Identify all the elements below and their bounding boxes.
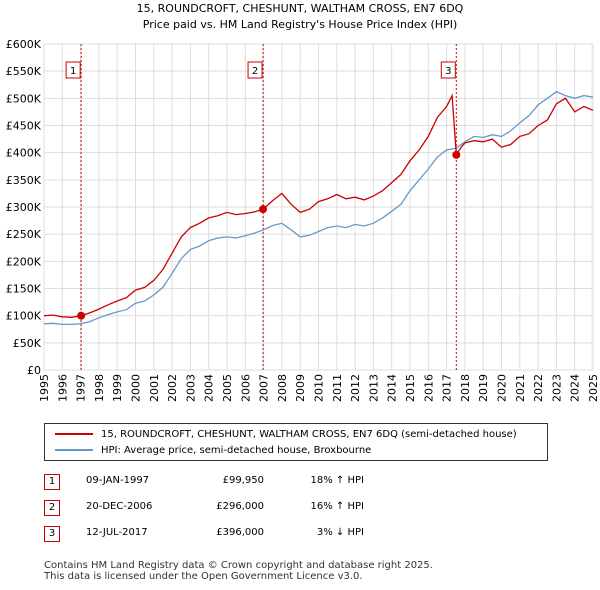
y-tick-label: £350K <box>6 174 42 187</box>
x-axis: 1995 1996 1997 1998 1999 2000 2001 2002 2003 2004… <box>38 374 600 402</box>
x-tick-label: 2014 <box>386 374 399 402</box>
x-tick-label: 2024 <box>569 374 582 402</box>
sale-date: 12-JUL-2017 <box>86 527 148 538</box>
sale-date: 09-JAN-1997 <box>86 475 150 486</box>
y-tick-label: £0 <box>27 364 41 377</box>
y-tick-label: £100K <box>6 310 42 323</box>
sale-number-badge: 2 <box>44 500 60 516</box>
grid <box>43 43 594 371</box>
x-tick-label: 2025 <box>587 374 600 402</box>
x-tick-label: 2009 <box>294 374 307 402</box>
x-tick-label: 2004 <box>203 374 216 402</box>
x-tick-label: 2012 <box>349 374 362 402</box>
y-tick-label: £300K <box>6 201 42 214</box>
series-line <box>43 93 594 318</box>
series-lines <box>43 91 594 326</box>
sale-label-box <box>247 61 263 79</box>
x-tick-label: 2002 <box>166 374 179 402</box>
sale-label-text: 1 <box>70 66 76 77</box>
x-tick-label: 2018 <box>459 374 472 402</box>
footer-copyright: Contains HM Land Registry data © Crown c… <box>44 560 433 571</box>
sale-price: £296,000 <box>216 501 264 512</box>
y-tick-label: £600K <box>6 38 42 51</box>
sale-label-box <box>440 61 456 79</box>
x-tick-label: 1995 <box>38 374 51 402</box>
y-tick-label: £500K <box>6 92 42 105</box>
sale-hpi-diff: 16% ↑ HPI <box>310 501 364 512</box>
x-tick-label: 2003 <box>184 374 197 402</box>
chart-title: 15, ROUNDCROFT, CHESHUNT, WALTHAM CROSS,… <box>137 2 464 15</box>
legend-label-hpi: HPI: Average price, semi-detached house,… <box>101 445 372 456</box>
x-tick-label: 2017 <box>441 374 454 402</box>
x-tick-label: 1999 <box>111 374 124 402</box>
legend-label-property: 15, ROUNDCROFT, CHESHUNT, WALTHAM CROSS,… <box>101 429 517 440</box>
y-tick-label: £450K <box>6 120 42 133</box>
y-tick-label: £250K <box>6 228 42 241</box>
x-tick-label: 2020 <box>496 374 509 402</box>
sale-label-text: 2 <box>252 66 258 77</box>
sale-labels: 1 2 3 <box>65 61 456 79</box>
future-shade <box>591 44 593 370</box>
sale-point <box>452 150 461 159</box>
sale-label-text: 3 <box>445 66 451 77</box>
y-tick-label: £150K <box>6 283 42 296</box>
x-tick-label: 2023 <box>550 374 563 402</box>
sale-row: 1 09-JAN-1997 £99,950 18% ↑ HPI <box>44 470 564 496</box>
footer-licence: This data is licensed under the Open Gov… <box>44 571 363 582</box>
series-line <box>43 91 594 326</box>
sale-row: 3 12-JUL-2017 £396,000 3% ↓ HPI <box>44 522 564 548</box>
x-tick-label: 2013 <box>367 374 380 402</box>
x-tick-label: 2010 <box>313 374 326 402</box>
x-tick-label: 2021 <box>514 374 527 402</box>
footer: Contains HM Land Registry data © Crown c… <box>44 560 433 582</box>
legend-item-property: 15, ROUNDCROFT, CHESHUNT, WALTHAM CROSS,… <box>55 427 517 443</box>
y-tick-label: £400K <box>6 147 42 160</box>
sale-number-badge: 1 <box>44 474 60 490</box>
x-tick-label: 2000 <box>130 374 143 402</box>
sale-date: 20-DEC-2006 <box>86 501 153 512</box>
price-chart: 15, ROUNDCROFT, CHESHUNT, WALTHAM CROSS,… <box>6 2 600 402</box>
sale-hpi-diff: 18% ↑ HPI <box>310 475 364 486</box>
sale-row: 2 20-DEC-2006 £296,000 16% ↑ HPI <box>44 496 564 522</box>
sales-table: 1 09-JAN-1997 £99,950 18% ↑ HPI 2 20-DEC… <box>44 470 564 548</box>
sale-point <box>77 311 86 320</box>
x-tick-label: 1997 <box>75 374 88 402</box>
x-tick-label: 1998 <box>93 374 106 402</box>
chart-subtitle: Price paid vs. HM Land Registry's House … <box>143 18 458 31</box>
y-axis: £0 £50K £100K £150K £200K £250K £300K £350K £400… <box>6 38 42 377</box>
sale-label-box <box>65 61 81 79</box>
legend: 15, ROUNDCROFT, CHESHUNT, WALTHAM CROSS,… <box>44 423 548 461</box>
sale-number-badge: 3 <box>44 526 60 542</box>
x-tick-label: 2022 <box>532 374 545 402</box>
x-tick-label: 2008 <box>276 374 289 402</box>
sale-hpi-diff: 3% ↓ HPI <box>316 527 364 538</box>
sale-points <box>77 150 461 320</box>
y-tick-label: £550K <box>6 65 42 78</box>
x-tick-label: 2019 <box>477 374 490 402</box>
legend-swatch-hpi <box>55 449 93 451</box>
x-tick-label: 2015 <box>404 374 417 402</box>
x-tick-label: 2001 <box>148 374 161 402</box>
x-tick-label: 2016 <box>422 374 435 402</box>
future-shading <box>591 44 593 370</box>
legend-item-hpi: HPI: Average price, semi-detached house,… <box>55 443 371 459</box>
y-tick-label: £50K <box>13 337 42 350</box>
y-tick-label: £200K <box>6 255 42 268</box>
x-tick-label: 2007 <box>258 374 271 402</box>
x-tick-label: 1996 <box>56 374 69 402</box>
x-tick-label: 2005 <box>221 374 234 402</box>
x-tick-label: 2011 <box>331 374 344 402</box>
sale-price: £396,000 <box>216 527 264 538</box>
sale-point <box>259 205 268 214</box>
legend-swatch-property <box>55 433 93 435</box>
sale-price: £99,950 <box>222 475 264 486</box>
x-tick-label: 2006 <box>239 374 252 402</box>
